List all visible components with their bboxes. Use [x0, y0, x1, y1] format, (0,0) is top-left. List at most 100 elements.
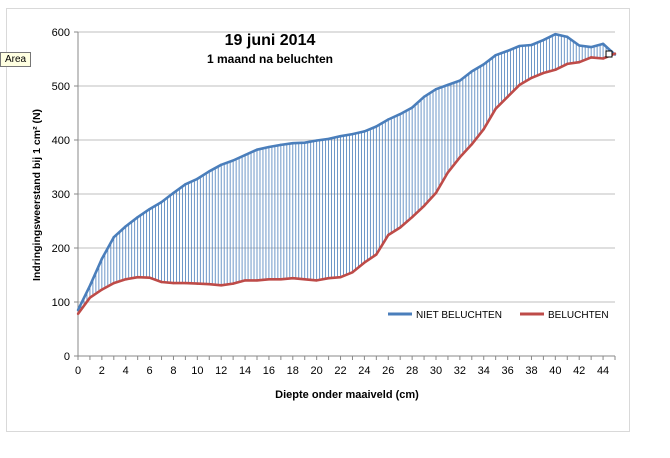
- x-axis-label: Diepte onder maaiveld (cm): [275, 389, 419, 401]
- data-point: [88, 296, 92, 299]
- data-point: [422, 95, 426, 99]
- data-point: [327, 277, 330, 280]
- x-tick-label: 30: [430, 365, 442, 377]
- data-point: [136, 216, 139, 219]
- data-point: [375, 125, 378, 128]
- data-point: [172, 281, 175, 285]
- data-point: [554, 68, 557, 72]
- data-point: [542, 71, 545, 75]
- gridlines: [74, 31, 616, 360]
- data-point: [220, 284, 223, 287]
- data-point: [112, 236, 116, 239]
- data-point: [566, 35, 569, 39]
- y-tick-label: 200: [52, 243, 70, 255]
- data-point: [601, 57, 605, 60]
- data-point: [160, 200, 163, 204]
- data-point: [148, 207, 151, 211]
- x-tick-label: 32: [454, 365, 466, 377]
- data-point: [208, 282, 211, 286]
- data-point: [208, 170, 211, 173]
- data-point: [100, 257, 104, 260]
- data-point: [482, 63, 485, 66]
- data-point: [470, 143, 473, 146]
- data-point: [482, 128, 485, 131]
- chart-title: 19 juni 2014: [225, 32, 316, 49]
- data-point: [387, 233, 390, 237]
- data-point: [601, 42, 605, 46]
- data-point: [327, 137, 330, 141]
- data-point: [303, 278, 306, 281]
- y-tick-label: 500: [52, 81, 70, 93]
- x-tick-label: 40: [549, 365, 561, 377]
- y-tick-label: 100: [52, 297, 70, 309]
- data-point: [291, 142, 294, 145]
- data-point: [339, 135, 342, 138]
- data-point: [220, 163, 223, 167]
- data-point: [494, 107, 497, 110]
- data-point: [88, 284, 92, 287]
- data-point: [255, 148, 259, 151]
- data-point: [255, 279, 259, 282]
- x-tick-label: 26: [382, 365, 394, 377]
- data-point: [196, 282, 199, 285]
- legend: NIET BELUCHTEN BELUCHTEN: [388, 310, 609, 321]
- x-tick-label: 18: [287, 365, 299, 377]
- data-point: [434, 88, 438, 91]
- y-tick-label: 400: [52, 135, 70, 147]
- data-point: [267, 145, 271, 149]
- data-point: [184, 281, 187, 285]
- x-tick-label: 0: [75, 365, 81, 377]
- data-point: [124, 278, 127, 281]
- data-point: [589, 56, 593, 59]
- x-tick-label: 4: [123, 365, 129, 377]
- series-line-niet-beluchten: [76, 32, 616, 311]
- data-point: [363, 130, 366, 133]
- x-tick-label: 8: [170, 365, 176, 377]
- tooltip: Area: [0, 52, 32, 67]
- data-point: [410, 106, 414, 109]
- y-tick-label: 600: [52, 27, 70, 39]
- data-point: [530, 43, 533, 47]
- y-tick-label: 0: [64, 351, 70, 363]
- data-point: [184, 183, 187, 186]
- data-point: [566, 62, 569, 66]
- data-point: [100, 288, 104, 291]
- data-point: [494, 54, 497, 57]
- series-line-beluchten: [76, 52, 616, 315]
- data-point: [458, 79, 462, 82]
- x-tick-label: 24: [358, 365, 370, 377]
- data-point: [387, 118, 390, 121]
- x-tick-label: 14: [239, 365, 251, 377]
- data-point: [124, 225, 127, 228]
- data-point: [542, 38, 545, 42]
- data-point: [351, 132, 354, 136]
- data-point: [136, 275, 139, 279]
- data-point: [458, 156, 462, 159]
- legend-label-niet-beluchten: NIET BELUCHTEN: [416, 310, 502, 321]
- data-point: [506, 95, 509, 99]
- data-point: [267, 278, 271, 281]
- x-tick-label: 6: [147, 365, 153, 377]
- legend-label-beluchten: BELUCHTEN: [548, 310, 609, 321]
- data-point: [375, 253, 378, 256]
- data-point: [399, 226, 402, 229]
- data-point: [446, 83, 450, 87]
- x-tick-label: 44: [597, 365, 609, 377]
- data-point: [446, 171, 450, 174]
- data-point: [243, 279, 247, 282]
- data-point: [160, 280, 163, 284]
- x-tick-label: 16: [263, 365, 275, 377]
- data-point: [291, 277, 294, 280]
- data-point: [399, 112, 402, 116]
- series-lines: [76, 32, 617, 316]
- data-point: [613, 52, 617, 55]
- x-tick-label: 2: [99, 365, 105, 377]
- data-point: [363, 261, 366, 264]
- axes: [77, 32, 615, 357]
- data-point: [243, 153, 247, 157]
- data-point: [578, 61, 581, 64]
- data-point: [303, 141, 306, 144]
- data-point: [76, 308, 80, 312]
- selection-handle[interactable]: [605, 50, 613, 58]
